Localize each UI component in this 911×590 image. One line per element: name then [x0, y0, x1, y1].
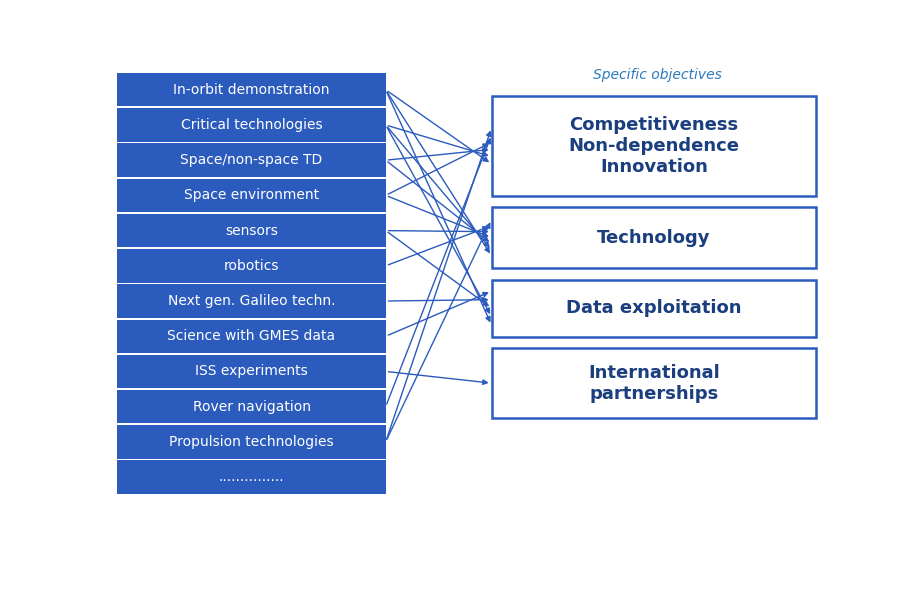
FancyBboxPatch shape [118, 425, 385, 458]
FancyBboxPatch shape [118, 355, 385, 388]
Text: Rover navigation: Rover navigation [192, 399, 311, 414]
Text: Space environment: Space environment [184, 188, 319, 202]
Text: Data exploitation: Data exploitation [567, 299, 742, 317]
Text: sensors: sensors [225, 224, 278, 238]
Text: Propulsion technologies: Propulsion technologies [169, 435, 333, 449]
FancyBboxPatch shape [492, 280, 816, 336]
FancyBboxPatch shape [118, 320, 385, 353]
FancyBboxPatch shape [492, 207, 816, 268]
Text: Critical technologies: Critical technologies [180, 118, 322, 132]
Text: Next gen. Galileo techn.: Next gen. Galileo techn. [168, 294, 335, 308]
FancyBboxPatch shape [118, 143, 385, 177]
Text: ISS experiments: ISS experiments [195, 365, 308, 378]
FancyBboxPatch shape [118, 73, 385, 106]
FancyBboxPatch shape [118, 109, 385, 142]
FancyBboxPatch shape [492, 96, 816, 196]
Text: Technology: Technology [598, 229, 711, 247]
Text: Science with GMES data: Science with GMES data [168, 329, 335, 343]
FancyBboxPatch shape [118, 249, 385, 283]
FancyBboxPatch shape [118, 284, 385, 317]
Text: Space/non-space TD: Space/non-space TD [180, 153, 322, 167]
FancyBboxPatch shape [118, 390, 385, 424]
Text: ...............: ............... [219, 470, 284, 484]
FancyBboxPatch shape [118, 179, 385, 212]
Text: Competitiveness
Non-dependence
Innovation: Competitiveness Non-dependence Innovatio… [568, 116, 740, 176]
FancyBboxPatch shape [118, 214, 385, 247]
Text: Specific objectives: Specific objectives [593, 68, 722, 82]
Text: In-orbit demonstration: In-orbit demonstration [173, 83, 330, 97]
FancyBboxPatch shape [118, 460, 385, 494]
Text: International
partnerships: International partnerships [589, 363, 720, 402]
Text: robotics: robotics [224, 259, 280, 273]
FancyBboxPatch shape [492, 348, 816, 418]
